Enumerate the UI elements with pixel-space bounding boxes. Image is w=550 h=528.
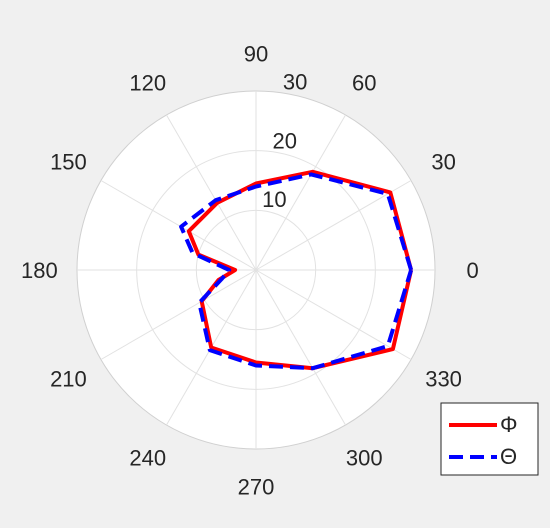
angle-tick-label: 210 (50, 366, 87, 391)
angle-tick-label: 270 (238, 475, 275, 500)
radial-tick-label: 20 (272, 128, 296, 153)
angle-tick-label: 120 (129, 70, 166, 95)
angle-tick-label: 300 (346, 446, 383, 471)
angular-gridline (166, 114, 257, 271)
legend-label-phi: Φ (500, 412, 518, 437)
polar-grid (76, 90, 436, 450)
angular-gridline (100, 180, 257, 271)
radial-tick-label: 30 (283, 70, 307, 95)
radial-tick-labels: 10 20 30 (262, 70, 307, 213)
angle-tick-label: 240 (129, 446, 166, 471)
legend-label-theta: Θ (500, 444, 517, 469)
angle-tick-label: 60 (352, 70, 376, 95)
radial-tick-label: 10 (262, 187, 286, 212)
angle-tick-label: 180 (21, 258, 58, 283)
angle-tick-label: 90 (244, 41, 268, 66)
angle-tick-labels: 0 30 60 90 120 150 180 210 240 270 300 330 (21, 41, 479, 499)
angular-gridline (255, 114, 346, 271)
legend-box (440, 402, 539, 476)
angle-tick-label: 30 (431, 150, 455, 175)
data-series (179, 169, 414, 371)
angular-gridline (255, 180, 412, 271)
angle-tick-label: 150 (50, 150, 87, 175)
series-line-theta (179, 172, 414, 371)
legend: Φ Θ (440, 402, 539, 476)
angular-gridline (255, 269, 346, 426)
angle-tick-label: 330 (425, 366, 462, 391)
angular-gridline (100, 269, 257, 360)
angle-tick-label: 0 (466, 258, 478, 283)
angular-gridline (255, 269, 412, 360)
